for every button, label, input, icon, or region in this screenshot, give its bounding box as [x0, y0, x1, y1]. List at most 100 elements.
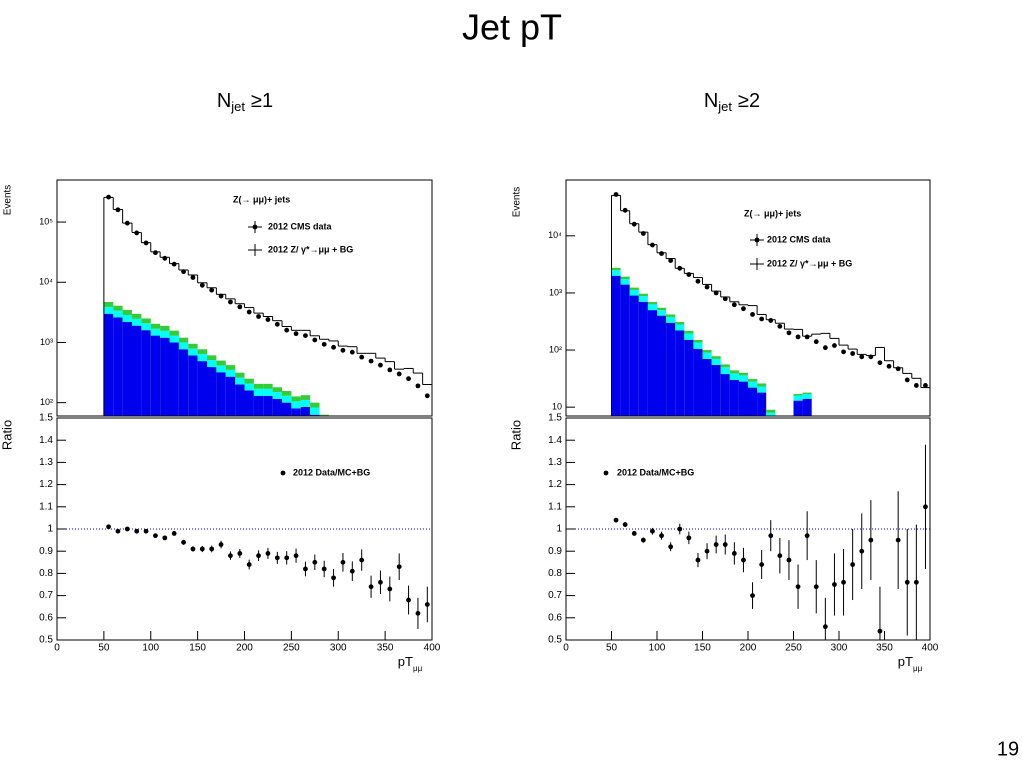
data-point [228, 299, 233, 305]
stack-bar [225, 376, 236, 416]
stack-bar [103, 313, 114, 416]
stack-bar [197, 349, 207, 355]
data-point [303, 566, 308, 572]
data-point [387, 367, 393, 373]
data-point [143, 528, 149, 534]
y-tick-label: 1 [556, 524, 562, 535]
stack-bar [291, 401, 301, 409]
data-point [153, 250, 158, 256]
data-point [631, 531, 637, 536]
stack-bar [178, 337, 189, 343]
stack-bar [216, 365, 226, 373]
data-point [237, 551, 243, 556]
data-point [804, 334, 810, 340]
legend-header: Z(→ μμ)+ jets [744, 208, 801, 218]
slide-title: Jet pT [462, 7, 562, 48]
y-tick-label: 1.4 [39, 435, 53, 446]
data-point [859, 548, 865, 554]
stack-bar [253, 383, 264, 389]
data-point [804, 533, 810, 539]
data-point [741, 306, 746, 312]
y-axis-label: Ratio [0, 420, 14, 450]
stack-bar [611, 275, 621, 416]
y-tick-label: 0.6 [548, 612, 562, 623]
data-point [415, 383, 421, 389]
data-point [199, 282, 205, 288]
data-point [822, 624, 828, 630]
data-point [768, 533, 774, 539]
data-point [668, 544, 674, 550]
stack-bar [169, 330, 179, 336]
stack-bar [748, 381, 758, 388]
y-tick-label: 1.4 [548, 435, 562, 446]
stack-bar [291, 408, 301, 416]
data-point [265, 317, 271, 322]
stack-bar [802, 398, 812, 416]
data-point [722, 542, 728, 547]
y-tick-label: 0.8 [39, 568, 53, 579]
data-point [115, 528, 121, 534]
stack-bar [666, 322, 676, 416]
data-point [106, 194, 111, 200]
stack-bar [729, 373, 739, 380]
data-point [115, 207, 121, 213]
stack-bar [657, 315, 667, 416]
data-point [134, 230, 140, 236]
stack-bar [657, 307, 667, 311]
data-point [659, 533, 664, 539]
stack-bar [647, 301, 657, 305]
data-point [359, 557, 365, 563]
data-point [406, 376, 411, 382]
data-point [387, 586, 393, 592]
data-point [228, 553, 233, 559]
stack-bar [160, 330, 170, 338]
data-point [695, 557, 701, 563]
stack-bar [132, 313, 142, 319]
data-point [677, 265, 683, 271]
stack-bar [638, 293, 648, 297]
y-tick-label: 0.6 [39, 612, 53, 623]
stack-bar [310, 402, 320, 408]
data-point [406, 597, 411, 603]
y-axis-label: Events [512, 187, 523, 218]
data-point [199, 546, 205, 552]
data-point [162, 255, 168, 261]
data-point [209, 287, 215, 293]
data-point [850, 562, 856, 567]
stack-bar [666, 314, 676, 317]
stack-bar [629, 289, 639, 296]
data-point [321, 566, 327, 572]
stack-bar [225, 365, 236, 370]
stack-bar [711, 358, 721, 365]
data-point [795, 584, 801, 590]
stack-bar [244, 383, 254, 391]
data-point [786, 557, 792, 563]
data-point [349, 349, 355, 355]
stack-bar [169, 335, 179, 343]
stack-bar [160, 325, 170, 331]
stack-bar [113, 305, 123, 311]
y-tick-label: 0.7 [39, 590, 53, 601]
stack-bar [729, 379, 739, 416]
stack-bar [169, 342, 179, 416]
stack-bar [793, 395, 803, 401]
data-point [868, 537, 874, 543]
plot-frame [565, 417, 931, 641]
y-tick-label: 10³ [40, 337, 53, 347]
data-point [124, 220, 130, 226]
y-tick-label: 1.2 [39, 479, 53, 490]
stack-bar [720, 367, 730, 375]
stack-bar [150, 335, 161, 416]
data-point [923, 504, 928, 510]
legend-label: 2012 CMS data [268, 221, 333, 231]
data-point [284, 555, 290, 561]
data-point [378, 362, 383, 368]
y-tick-label: 0.7 [548, 590, 562, 601]
y-tick-label: 1.1 [548, 501, 562, 512]
data-point [368, 358, 374, 364]
stack-bar [793, 393, 803, 396]
x-tick-label: 150 [189, 643, 206, 654]
stack-bar [103, 306, 114, 314]
data-point [378, 579, 383, 585]
